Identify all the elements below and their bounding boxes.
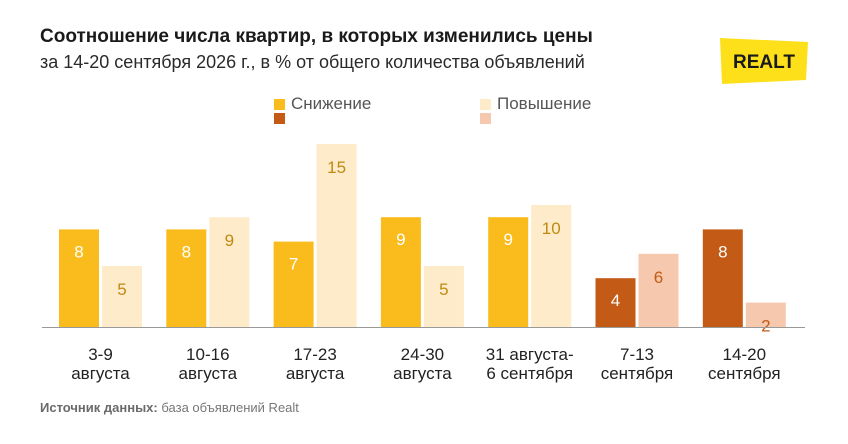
legend-swatch-decrease — [274, 98, 285, 110]
legend-increase: Повышение — [480, 94, 591, 114]
value-label-decrease: 9 — [396, 230, 405, 249]
bar-decrease — [273, 241, 314, 327]
bar-increase — [745, 302, 786, 327]
bar-increase — [423, 266, 464, 327]
logo-text: REALT — [733, 52, 795, 73]
value-label-increase: 10 — [542, 219, 561, 238]
value-label-increase: 5 — [117, 280, 126, 299]
x-tick-label: сентября — [708, 364, 781, 383]
chart-title: Соотношение числа квартир, в которых изм… — [40, 26, 593, 47]
x-tick-label: 24-30 — [401, 345, 444, 364]
x-tick-label: августа — [286, 364, 345, 383]
value-label-decrease: 4 — [611, 291, 620, 310]
bar-increase — [531, 205, 572, 327]
source-text: база объявлений Realt — [161, 400, 299, 415]
value-label-increase: 6 — [654, 268, 663, 287]
realt-logo: REALT — [720, 38, 808, 84]
x-tick-label: августа — [71, 364, 130, 383]
legend-swatch-increase-current — [480, 113, 491, 124]
legend-label-decrease: Снижение — [291, 94, 372, 113]
value-label-decrease: 7 — [289, 255, 298, 274]
value-label-increase: 5 — [439, 280, 448, 299]
value-label-increase: 9 — [225, 231, 234, 250]
bar-increase — [638, 253, 679, 327]
legend-swatch-increase — [480, 98, 491, 110]
x-tick-label: 14-20 — [723, 345, 766, 364]
bar-decrease — [166, 229, 207, 327]
bar-decrease — [488, 217, 529, 327]
chart-subtitle: за 14-20 сентября 2026 г., в % от общего… — [40, 52, 585, 72]
x-tick-label: августа — [179, 364, 238, 383]
bar-decrease — [59, 229, 99, 327]
bar-decrease — [702, 229, 743, 327]
source-note: Источник данных: база объявлений Realt — [40, 400, 299, 415]
bar-decrease — [380, 217, 421, 327]
value-label-decrease: 8 — [718, 242, 727, 261]
x-tick-label: 17-23 — [293, 345, 336, 364]
bar-increase — [209, 217, 250, 327]
source-label: Источник данных: — [40, 400, 158, 415]
value-label-decrease: 8 — [74, 242, 83, 261]
x-tick-label: 7-13 — [620, 345, 654, 364]
value-label-increase: 15 — [327, 158, 346, 177]
value-label-increase: 2 — [761, 317, 770, 336]
bar-decrease — [595, 278, 636, 327]
x-tick-label: 31 августа- — [486, 345, 574, 364]
bar-increase — [316, 144, 357, 327]
x-tick-label: августа — [393, 364, 452, 383]
legend-swatch-decrease-current — [274, 113, 285, 124]
x-tick-label: сентября — [601, 364, 674, 383]
x-tick-label: 10-16 — [186, 345, 229, 364]
x-tick-label: 6 сентября — [486, 364, 573, 383]
bar-increase — [102, 266, 142, 327]
value-label-decrease: 8 — [182, 242, 191, 261]
x-tick-label: 3-9 — [88, 345, 113, 364]
legend-label-increase: Повышение — [497, 94, 592, 113]
legend-decrease: Снижение — [274, 94, 371, 114]
value-label-decrease: 9 — [503, 230, 512, 249]
